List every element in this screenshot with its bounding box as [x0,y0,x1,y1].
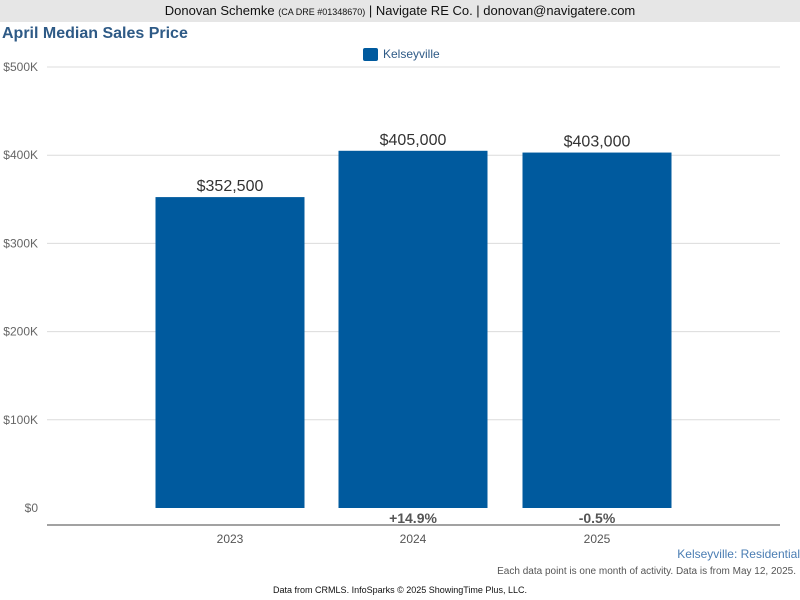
data-credit: Data from CRMLS. InfoSparks © 2025 Showi… [273,585,527,595]
region-label: Kelseyville: Residential [677,547,800,561]
x-tick-label: 2023 [217,532,244,546]
bar-value-label: $403,000 [564,134,631,151]
legend-swatch [363,47,378,61]
x-tick-label: 2025 [584,532,611,546]
y-tick-label: $500K [3,60,38,74]
bar [522,152,672,508]
y-tick-label: $200K [3,325,38,339]
chart-title: April Median Sales Price [2,25,188,42]
data-note: Each data point is one month of activity… [497,566,796,577]
agent-name: Donovan Schemke [164,3,275,18]
y-tick-label: $0 [25,501,39,515]
y-tick-label: $300K [3,236,38,250]
agent-header: Donovan Schemke (CA DRE #01348670) | Nav… [0,0,800,22]
change-label: +14.9% [389,510,437,526]
bar-value-label: $352,500 [197,178,264,195]
chart-plot: $0 $100K $200K $300K $400K $500K $352,500 $405,… [3,60,780,546]
bar [338,150,488,509]
legend-label: Kelseyville [383,47,440,61]
bar [155,197,305,508]
bar-value-label: $405,000 [380,132,447,149]
x-tick-label: 2024 [400,532,427,546]
agent-license: (CA DRE #01348670) [278,7,366,17]
y-tick-label: $100K [3,413,38,427]
y-tick-label: $400K [3,148,38,162]
chart-legend[interactable]: Kelseyville [363,46,440,62]
agent-company-email: | Navigate RE Co. | donovan@navigatere.c… [368,3,636,18]
change-label: -0.5% [579,510,616,526]
